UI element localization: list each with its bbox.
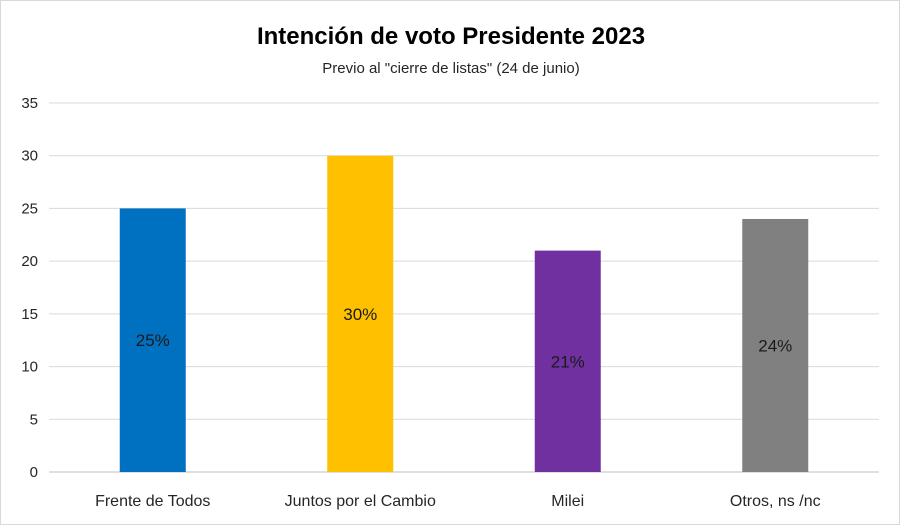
y-tick-label: 25 [21, 200, 38, 217]
bar-otros-ns-nc [742, 218, 809, 472]
y-tick-label: 5 [30, 411, 38, 428]
y-axis-ticks: 0 5 10 15 20 25 30 35 [21, 95, 38, 481]
gridlines [49, 102, 879, 473]
bar-milei [534, 250, 601, 472]
category-label: Otros, ns /nc [730, 493, 821, 510]
x-axis-categories: Frente de Todos Juntos por el Cambio Milei… [95, 493, 821, 510]
y-tick-label: 15 [21, 306, 38, 323]
bar-frente-de-todos [119, 208, 186, 472]
chart-title: Intención de voto Presidente 2023 [257, 23, 645, 50]
chart-subtitle: Previo al "cierre de listas" (24 de juni… [322, 60, 579, 77]
data-label: 25% [136, 331, 170, 350]
bars [119, 155, 809, 472]
y-tick-label: 20 [21, 253, 38, 270]
y-tick-label: 10 [21, 359, 38, 376]
data-label: 30% [343, 305, 377, 324]
category-label: Milei [551, 493, 584, 510]
y-tick-label: 30 [21, 148, 38, 165]
bar-juntos-por-el-cambio [327, 155, 394, 472]
y-tick-label: 35 [21, 95, 38, 112]
category-label: Frente de Todos [95, 493, 210, 510]
data-labels: 25% 30% 21% 24% [136, 305, 793, 371]
data-label: 21% [551, 352, 585, 371]
y-tick-label: 0 [30, 464, 38, 481]
data-label: 24% [758, 336, 792, 355]
category-label: Juntos por el Cambio [285, 493, 436, 510]
